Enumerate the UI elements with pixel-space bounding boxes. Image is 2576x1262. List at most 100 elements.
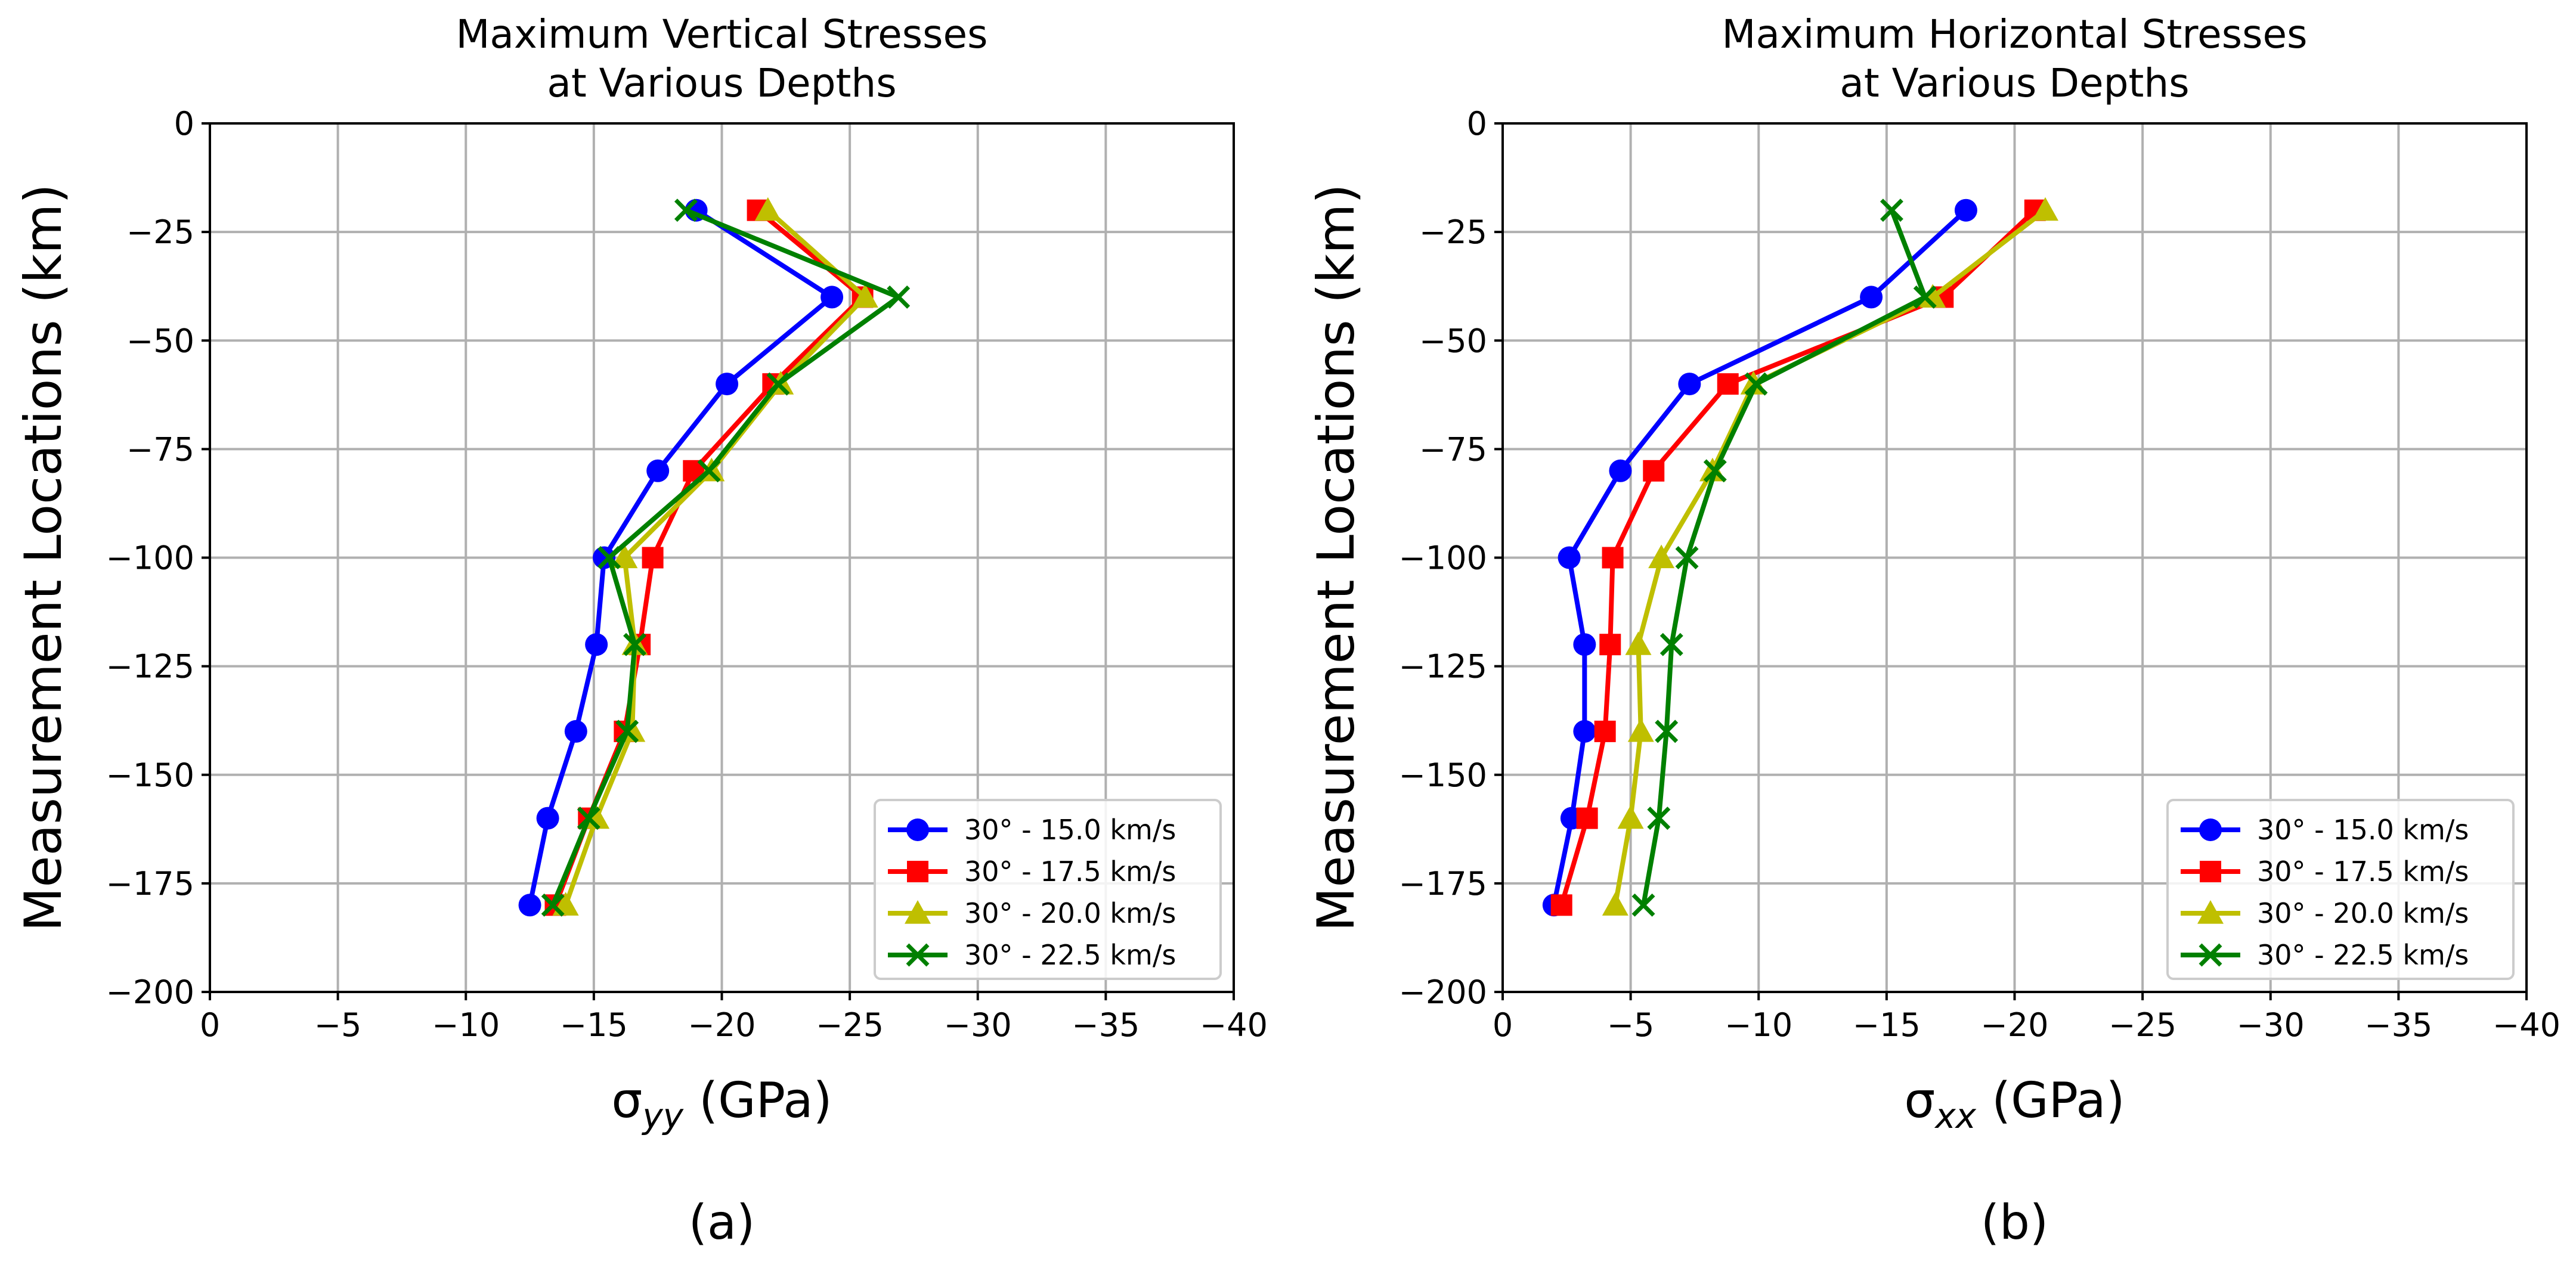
legend-item: 30° - 17.5 km/s (2181, 855, 2469, 888)
legend-label: 30° - 22.5 km/s (2257, 939, 2469, 971)
x-tick-label: −25 (816, 1006, 884, 1044)
y-tick-label: −50 (1419, 322, 1487, 359)
data-point (1860, 286, 1883, 309)
data-point (887, 285, 911, 309)
x-tick-label: −10 (1724, 1006, 1792, 1044)
x-axis-label: σyy (GPa) (611, 1072, 832, 1136)
data-point (1576, 807, 1598, 829)
chart-title: at Various Depths (547, 60, 896, 106)
y-tick-label: −175 (106, 865, 194, 903)
data-point (1703, 459, 1727, 483)
legend-marker (906, 943, 930, 967)
data-point (1880, 199, 1903, 222)
data-point (1678, 373, 1701, 396)
y-tick-label: −200 (1399, 973, 1487, 1011)
data-point (674, 199, 698, 222)
data-point (1573, 633, 1596, 656)
data-point (1675, 546, 1699, 569)
chart-title: Maximum Vertical Stresses (456, 11, 987, 57)
legend-item: 30° - 22.5 km/s (888, 939, 1176, 971)
data-point (585, 633, 608, 656)
data-point (1558, 546, 1581, 569)
legend-marker (907, 861, 928, 882)
legend-marker (905, 900, 931, 924)
legend-label: 30° - 17.5 km/s (2257, 855, 2469, 888)
data-point (1647, 807, 1671, 830)
data-point (1655, 720, 1679, 743)
data-point (541, 893, 565, 917)
plot-frame (1501, 122, 2528, 993)
y-tick-label: −200 (106, 973, 194, 1011)
data-point (615, 720, 639, 743)
x-tick-label: −5 (314, 1006, 362, 1044)
chart-panel-a: 0 −5 −10 −15 −20 −25 −30 −35 −40 0 −25 −50 −75 −100 −1… (14, 11, 1268, 1250)
y-tick-label: −125 (1399, 648, 1487, 686)
legend: 30° - 15.0 km/s 30° - 17.5 km/s 30° - 20.0… (2166, 799, 2515, 980)
x-tick-label: −25 (2109, 1006, 2176, 1044)
legend-marker (2197, 900, 2224, 924)
data-point (2032, 197, 2059, 221)
data-point (1648, 544, 1675, 569)
data-point (1602, 547, 1624, 569)
y-tick-label: −50 (126, 322, 194, 359)
data-point (1659, 632, 1683, 656)
legend-marker (906, 818, 929, 841)
x-tick-label: −35 (1072, 1006, 1140, 1044)
legend-label: 30° - 15.0 km/s (2257, 814, 2469, 846)
chart-title: at Various Depths (1840, 60, 2189, 106)
data-point (577, 807, 600, 830)
data-point (1627, 718, 1654, 742)
x-tick-label: 0 (1493, 1006, 1513, 1044)
data-point (716, 373, 739, 396)
y-tick-label: −100 (1399, 539, 1487, 577)
legend-marker (2199, 943, 2222, 967)
data-point (1617, 805, 1644, 829)
chart-panel-b: 0 −5 −10 −15 −20 −25 −30 −35 −40 0 −25 −50 −75 −100 −1… (1306, 11, 2560, 1250)
y-tick-label: −150 (1399, 756, 1487, 794)
y-tick-label: −150 (106, 756, 194, 794)
data-point (642, 547, 664, 569)
legend-item: 30° - 20.0 km/s (888, 897, 1176, 929)
legend-item: 30° - 15.0 km/s (888, 814, 1176, 846)
data-point (611, 544, 638, 569)
panel-caption: (b) (1981, 1195, 2048, 1250)
y-tick-label: −75 (126, 430, 194, 468)
y-tick-label: −75 (1419, 430, 1487, 468)
x-tick-label: −30 (944, 1006, 1012, 1044)
data-point (1550, 894, 1572, 916)
data-point (1913, 285, 1937, 309)
legend: 30° - 15.0 km/s 30° - 17.5 km/s 30° - 20.0… (874, 799, 1222, 980)
legend-marker (2199, 818, 2222, 841)
data-point (1954, 199, 1977, 222)
data-point (1744, 372, 1768, 396)
y-tick-label: −25 (126, 213, 194, 251)
data-point (1717, 373, 1739, 395)
x-tick-label: 0 (200, 1006, 220, 1044)
x-tick-label: −35 (2364, 1006, 2432, 1044)
chart-title: Maximum Horizontal Stresses (1722, 11, 2308, 57)
data-point (1631, 893, 1655, 917)
data-point (597, 546, 621, 569)
x-tick-label: −40 (1200, 1006, 1268, 1044)
x-tick-label: −15 (1853, 1006, 1921, 1044)
data-point (564, 720, 587, 743)
x-tick-label: −5 (1607, 1006, 1655, 1044)
x-tick-label: −40 (2493, 1006, 2560, 1044)
legend-label: 30° - 17.5 km/s (964, 855, 1176, 888)
legend-item: 30° - 22.5 km/s (2181, 939, 2469, 971)
legend-marker (2200, 861, 2221, 882)
data-point (852, 284, 878, 308)
data-point (1599, 634, 1621, 656)
data-point (1625, 631, 1652, 655)
data-point (821, 286, 844, 309)
data-point (754, 197, 781, 221)
y-tick-label: −175 (1399, 865, 1487, 903)
data-point (766, 372, 790, 396)
legend-item: 30° - 15.0 km/s (2181, 814, 2469, 846)
x-axis-label: σxx (GPa) (1904, 1072, 2125, 1136)
y-tick-label: −125 (106, 648, 194, 686)
plot-frame (209, 122, 1235, 993)
legend-item: 30° - 20.0 km/s (2181, 897, 2469, 929)
legend-box (2166, 799, 2515, 980)
